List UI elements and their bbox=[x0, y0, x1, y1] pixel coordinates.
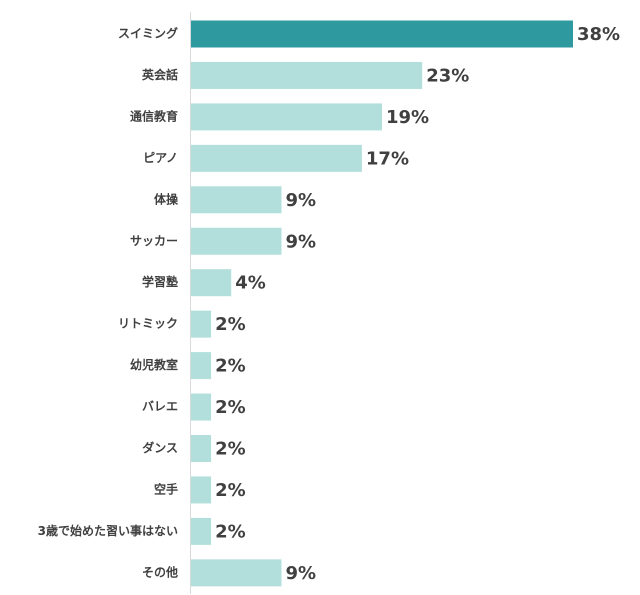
bar bbox=[191, 186, 282, 214]
category-label: 通信教育 bbox=[130, 108, 178, 123]
category-label: 幼児教室 bbox=[130, 357, 178, 372]
category-label: ピアノ bbox=[143, 151, 178, 165]
value-label: 38% bbox=[577, 24, 620, 45]
category-label: 英会話 bbox=[142, 67, 178, 82]
bar bbox=[191, 61, 423, 89]
value-label: 2% bbox=[215, 314, 246, 335]
value-label: 2% bbox=[215, 356, 246, 377]
category-label: バレエ bbox=[142, 400, 178, 414]
bar bbox=[191, 559, 282, 587]
bar bbox=[191, 310, 212, 338]
category-label: 3歳で始めた習い事はない bbox=[38, 523, 178, 538]
category-label: リトミック bbox=[118, 317, 178, 331]
bar bbox=[191, 435, 212, 462]
value-label: 2% bbox=[215, 439, 246, 460]
value-label: 2% bbox=[215, 480, 246, 501]
value-label: 9% bbox=[285, 190, 316, 211]
bar bbox=[191, 227, 282, 255]
category-label: サッカー bbox=[130, 234, 178, 248]
category-label: 空手 bbox=[154, 481, 178, 496]
bar bbox=[191, 393, 212, 421]
value-label: 2% bbox=[215, 521, 246, 542]
value-label: 2% bbox=[215, 397, 246, 418]
category-label: 体操 bbox=[154, 191, 179, 206]
bar bbox=[191, 20, 573, 48]
bar bbox=[191, 269, 232, 297]
value-label: 4% bbox=[235, 273, 266, 294]
value-label: 23% bbox=[426, 65, 469, 86]
category-label: スイミング bbox=[118, 26, 178, 41]
value-label: 17% bbox=[366, 148, 409, 169]
bar bbox=[191, 476, 212, 504]
value-label: 19% bbox=[386, 107, 429, 128]
category-label: その他 bbox=[142, 564, 178, 579]
bar bbox=[191, 103, 382, 131]
category-label: ダンス bbox=[142, 440, 178, 455]
value-label: 9% bbox=[285, 231, 316, 252]
bar bbox=[191, 352, 212, 380]
bar bbox=[191, 144, 362, 172]
bar bbox=[191, 517, 212, 545]
category-label: 学習塾 bbox=[142, 274, 178, 289]
value-label: 9% bbox=[285, 563, 316, 584]
